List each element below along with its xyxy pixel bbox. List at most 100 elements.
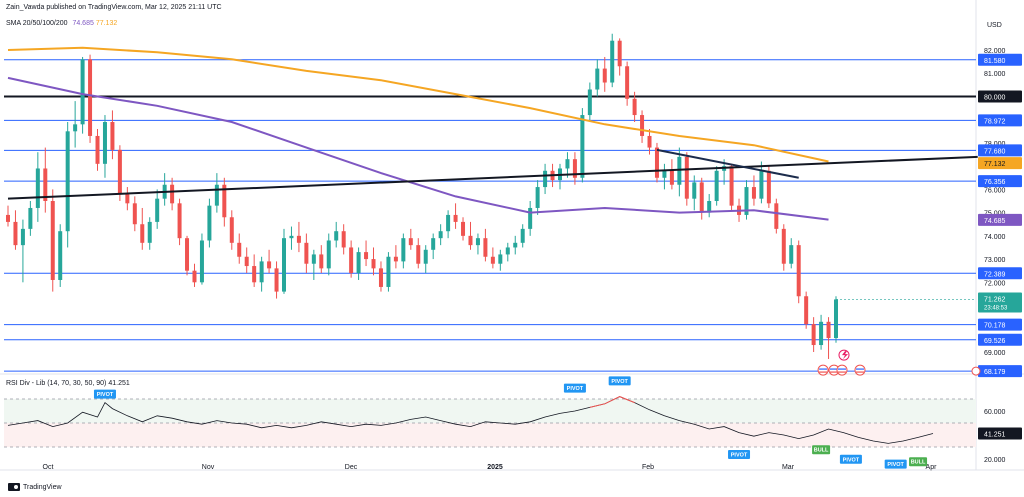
rsi-bull-label (812, 445, 831, 455)
candle-body (147, 221, 152, 243)
candle-body (625, 66, 630, 99)
candle-body (796, 245, 801, 297)
price-tick-label: 74.000 (984, 234, 1006, 241)
candle-body (207, 205, 212, 241)
candle-body (602, 68, 607, 83)
rsi-pivot-label (839, 454, 862, 464)
axis-flag-icon (971, 366, 981, 376)
candle-body (684, 156, 689, 199)
time-tick-label: Dec (345, 464, 358, 471)
support-trendline (7, 155, 978, 200)
rsi-pivot-label (728, 450, 751, 459)
level-price-label: 69.526 (984, 338, 1006, 345)
candle-body (334, 231, 339, 241)
price-tick-label: 69.000 (984, 350, 1006, 357)
candle-body (453, 214, 458, 222)
level-price-badge (978, 53, 1022, 66)
rsi-legend[interactable]: RSI Div - Lib (14, 70, 30, 50, 90) 41.25… (6, 380, 130, 387)
candle-body (311, 254, 316, 264)
level-price-label: 78.972 (984, 118, 1006, 125)
rsi-label-text: PIVOT (843, 457, 860, 463)
candle-body (110, 122, 115, 150)
candle-body (408, 238, 413, 246)
current-price-label: 71.262 (984, 296, 1006, 303)
rsi-label-text: PIVOT (611, 379, 628, 385)
candle-body (170, 184, 175, 204)
candle-body (804, 296, 809, 325)
rsi-label-text: PIVOT (731, 453, 748, 459)
candle-body (505, 247, 510, 255)
price-tick-label: 82.000 (984, 48, 1006, 55)
candle-body (647, 135, 652, 148)
sma-legend[interactable]: SMA 20/50/100/200 74.685 77.132 (6, 20, 117, 27)
candle-body (520, 228, 525, 243)
time-tick-label: Apr (926, 464, 938, 471)
candle-body (199, 240, 204, 283)
rsi-label-text: BULL (911, 460, 926, 466)
descending-trendline (656, 148, 799, 179)
rsi-current-label: 41.251 (984, 431, 1006, 438)
level-price-badge (978, 267, 1022, 280)
rsi-line (7, 396, 934, 444)
candle-body (237, 242, 242, 257)
sma100-line (7, 76, 829, 221)
time-tick-label: Oct (43, 464, 54, 471)
candle-body (304, 242, 309, 264)
candle-body (632, 98, 637, 116)
price-chart[interactable]: USD82.00081.00078.00076.00075.00074.0007… (0, 0, 1024, 480)
level-price-label: 70.178 (984, 323, 1006, 330)
candle-body (446, 214, 451, 232)
us-flag-icon (854, 364, 866, 376)
header-text: Zain_Vawda published on TradingView.com,… (6, 4, 222, 11)
candle-body (751, 187, 756, 199)
candle-body (50, 201, 55, 280)
candle-body (610, 40, 615, 83)
candle-body (401, 238, 406, 262)
candle-body (140, 224, 145, 243)
candle-body (468, 235, 473, 246)
level-price-badge (978, 175, 1022, 188)
rsi-bear-divergence (589, 396, 635, 408)
rsi-pivot-label (608, 376, 631, 386)
level-price-label: 81.580 (984, 58, 1006, 65)
price-tick-label: 76.000 (984, 187, 1006, 194)
candle-body (289, 235, 294, 239)
candle-body (356, 252, 361, 274)
countdown-label: 23:48:53 (984, 305, 1008, 311)
candle-body (826, 321, 831, 339)
rsi-value: 41.251 (108, 380, 130, 387)
candle-body (282, 238, 286, 292)
sma200-line (7, 46, 829, 163)
footer-brand-text: TradingView (23, 483, 62, 491)
candle-body (475, 238, 480, 246)
candle-body (781, 228, 786, 264)
candle-body (177, 203, 182, 239)
rsi-pivot-label (884, 459, 907, 469)
footer-brand: TradingView (8, 483, 62, 491)
current-price-badge (978, 292, 1022, 313)
currency-label: USD (987, 22, 1002, 29)
candle-body (43, 168, 48, 201)
candle-body (80, 59, 85, 125)
candle-body (699, 182, 704, 213)
candle-body (416, 245, 421, 264)
candle-body (244, 256, 249, 267)
candle-body (378, 268, 383, 287)
candle-body (513, 242, 518, 248)
rsi-label-text: BULL (814, 448, 829, 454)
rsi-tick-label: 20.000 (984, 457, 1006, 464)
price-tick-label: 73.000 (984, 257, 1006, 264)
level-price-badge (978, 318, 1022, 331)
candle-body (774, 203, 779, 229)
sma-price-label: 77.132 (984, 161, 1006, 168)
candle-body (438, 231, 443, 239)
candle-body (102, 122, 107, 164)
level-price-badge (978, 144, 1022, 157)
candle-body (483, 238, 488, 257)
candle-body (28, 207, 33, 229)
candle-body (125, 194, 130, 204)
candle-body (319, 254, 324, 269)
level-price-label: 68.179 (984, 369, 1006, 376)
candle-body (423, 249, 428, 264)
candle-body (65, 131, 70, 232)
